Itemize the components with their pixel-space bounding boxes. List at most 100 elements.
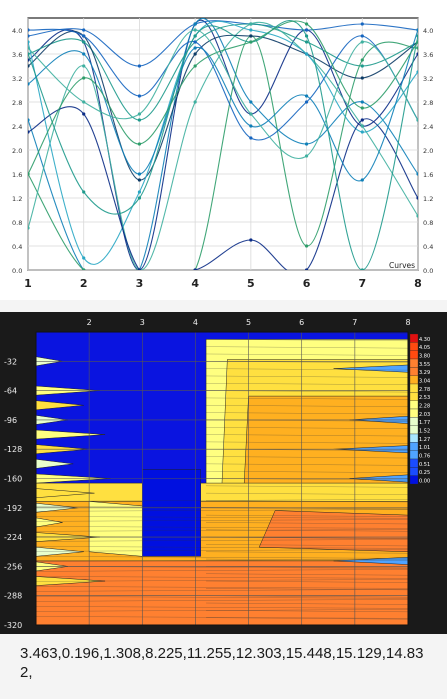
series-13-point-3 [137,142,142,146]
series-line-2 [28,20,418,67]
series-5-point-6 [304,244,309,248]
series-12-point-3 [137,196,142,200]
y-tick-label-right: 2.4 [423,123,433,131]
contour-line [206,353,409,356]
series-5-point-7 [360,58,364,62]
plot-area [27,17,419,271]
contour-line [206,485,409,488]
series-10-point-4 [193,40,197,44]
x-tick-label: 8 [414,277,422,290]
x-tick-label: 4 [191,277,199,290]
series-line-3 [28,18,418,270]
contour-x-tick-label: 5 [246,318,251,327]
series-10-point-2 [82,34,86,38]
series-13-point-6 [304,22,309,26]
contour-line [206,434,409,437]
legend-swatch [409,433,419,443]
series-6-point-2 [82,64,86,68]
line-chart-panel: 0.0 0.0 0.4 0.4 0.8 0.8 1.2 1.2 1.6 1.6 2.0 2.0 2.4 2… [0,0,447,300]
legend-tick-label: 2.78 [419,387,430,393]
y-tick-label-right: 2.0 [423,147,433,155]
series-12-point-7 [360,268,364,270]
series-8-point-6 [304,52,309,56]
y-tick-label-right: 3.2 [423,75,433,83]
legend-tick-label: 3.04 [419,379,430,385]
series-14-point-6 [304,154,309,158]
y-tick-label-left: 0.8 [12,219,22,227]
legend-swatch [409,475,419,485]
x-tick-label: 1 [24,277,32,290]
series-5-point-8 [416,46,418,50]
contour-x-tick-label: 8 [405,318,410,327]
contour-line-lower [35,609,409,612]
legend-tick-label: 0.25 [419,470,430,476]
values-readout: 3.463,0.196,1.308,8.225,11.255,12.303,15… [20,645,424,681]
contour-y-tick-label: -32 [4,357,17,366]
series-11-point-4 [193,46,197,50]
contour-line [206,551,409,554]
contour-line [206,471,409,473]
legend-swatch [409,383,419,393]
legend-tick-label: 2.28 [419,404,430,410]
contour-line [206,405,409,407]
legend-tick-label: 1.01 [419,445,430,451]
y-tick-label-right: 4.0 [423,27,433,35]
series-14-point-3 [137,112,142,116]
series-2-point-1 [28,34,30,38]
series-13-point-7 [360,106,364,110]
series-11-point-2 [82,52,86,56]
series-6-point-5 [249,22,253,26]
legend-swatch [409,358,419,368]
series-4-point-2 [82,40,86,44]
y-tick-label-left: 0.0 [12,267,22,275]
legend-swatch [409,408,419,418]
series-11-point-8 [416,28,418,32]
contour-line [206,346,409,349]
legend-tick-label: 1.77 [419,420,430,426]
contour-x-tick-label: 3 [140,318,145,327]
contour-line-lower [35,586,409,589]
y-tick-label-left: 2.4 [12,123,22,131]
y-tick-label-right: 0.4 [423,243,433,251]
series-3-point-4 [193,22,197,26]
series-8-point-3 [137,190,142,194]
series-12-point-1 [28,52,30,56]
contour-line [206,514,409,517]
contour-line-lower [35,516,409,519]
series-1-point-8 [416,52,418,56]
series-3-point-8 [416,172,418,176]
contour-region-8 [142,469,201,557]
series-12-point-4 [193,34,197,38]
legend-tick-label: 2.53 [419,395,430,401]
series-10-point-5 [249,136,253,140]
contour-line [206,456,409,459]
series-2-point-6 [304,28,309,32]
series-4-point-6 [304,40,309,44]
series-6-point-8 [416,214,418,218]
contour-line-lower [35,556,409,559]
contour-line-lower [35,599,409,602]
series-line-14 [28,29,418,159]
contour-line-lower [35,616,409,619]
series-line-4 [28,23,418,121]
contour-y-tick-label: -96 [4,416,17,425]
series-3-point-1 [28,118,30,122]
series-7-point-1 [28,64,30,68]
contour-y-tick-label: -256 [4,562,22,571]
series-12-point-8 [416,34,418,38]
contour-line [206,427,409,429]
legend-swatch [409,467,419,476]
y-tick-label-right: 2.8 [423,99,433,107]
contour-line-lower [35,559,409,562]
legend-tick-label: 0.51 [419,462,430,468]
y-tick-label-left: 2.8 [12,99,22,107]
series-13-point-1 [28,172,30,176]
series-13-point-5 [249,40,253,44]
contour-line-lower [35,589,409,592]
series-9-point-4 [193,268,197,270]
y-tick-label-left: 2.0 [12,147,22,155]
contour-x-tick-label: 7 [352,318,357,327]
series-13-point-4 [193,64,197,68]
legend-swatch [409,450,419,460]
legend-tick-label: 1.52 [419,429,430,435]
